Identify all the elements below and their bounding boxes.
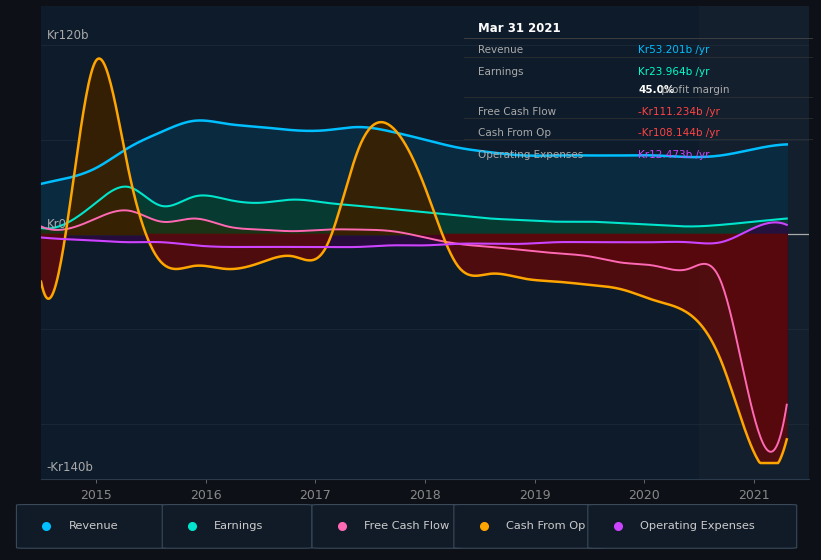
Text: Cash From Op: Cash From Op: [478, 128, 551, 138]
FancyBboxPatch shape: [312, 505, 461, 548]
FancyBboxPatch shape: [163, 505, 312, 548]
Text: Mar 31 2021: Mar 31 2021: [478, 22, 561, 35]
Text: 45.0%: 45.0%: [639, 85, 675, 95]
Text: -Kr108.144b /yr: -Kr108.144b /yr: [639, 128, 720, 138]
Text: profit margin: profit margin: [658, 85, 729, 95]
Text: Earnings: Earnings: [478, 67, 523, 77]
Text: Kr23.964b /yr: Kr23.964b /yr: [639, 67, 710, 77]
FancyBboxPatch shape: [454, 505, 603, 548]
Text: Free Cash Flow: Free Cash Flow: [364, 521, 449, 531]
Text: Free Cash Flow: Free Cash Flow: [478, 107, 556, 117]
Text: Earnings: Earnings: [214, 521, 264, 531]
Text: Kr53.201b /yr: Kr53.201b /yr: [639, 45, 709, 55]
Text: Operating Expenses: Operating Expenses: [478, 150, 583, 160]
Text: Cash From Op: Cash From Op: [506, 521, 585, 531]
Text: Kr0: Kr0: [47, 218, 67, 231]
Text: -Kr140b: -Kr140b: [47, 461, 94, 474]
Text: Kr12.473b /yr: Kr12.473b /yr: [639, 150, 710, 160]
FancyBboxPatch shape: [16, 505, 166, 548]
Text: Operating Expenses: Operating Expenses: [640, 521, 754, 531]
Text: Revenue: Revenue: [478, 45, 523, 55]
Text: -Kr111.234b /yr: -Kr111.234b /yr: [639, 107, 720, 117]
FancyBboxPatch shape: [588, 505, 796, 548]
Text: Kr120b: Kr120b: [47, 29, 89, 42]
Text: Revenue: Revenue: [68, 521, 118, 531]
Bar: [699, 6, 809, 479]
